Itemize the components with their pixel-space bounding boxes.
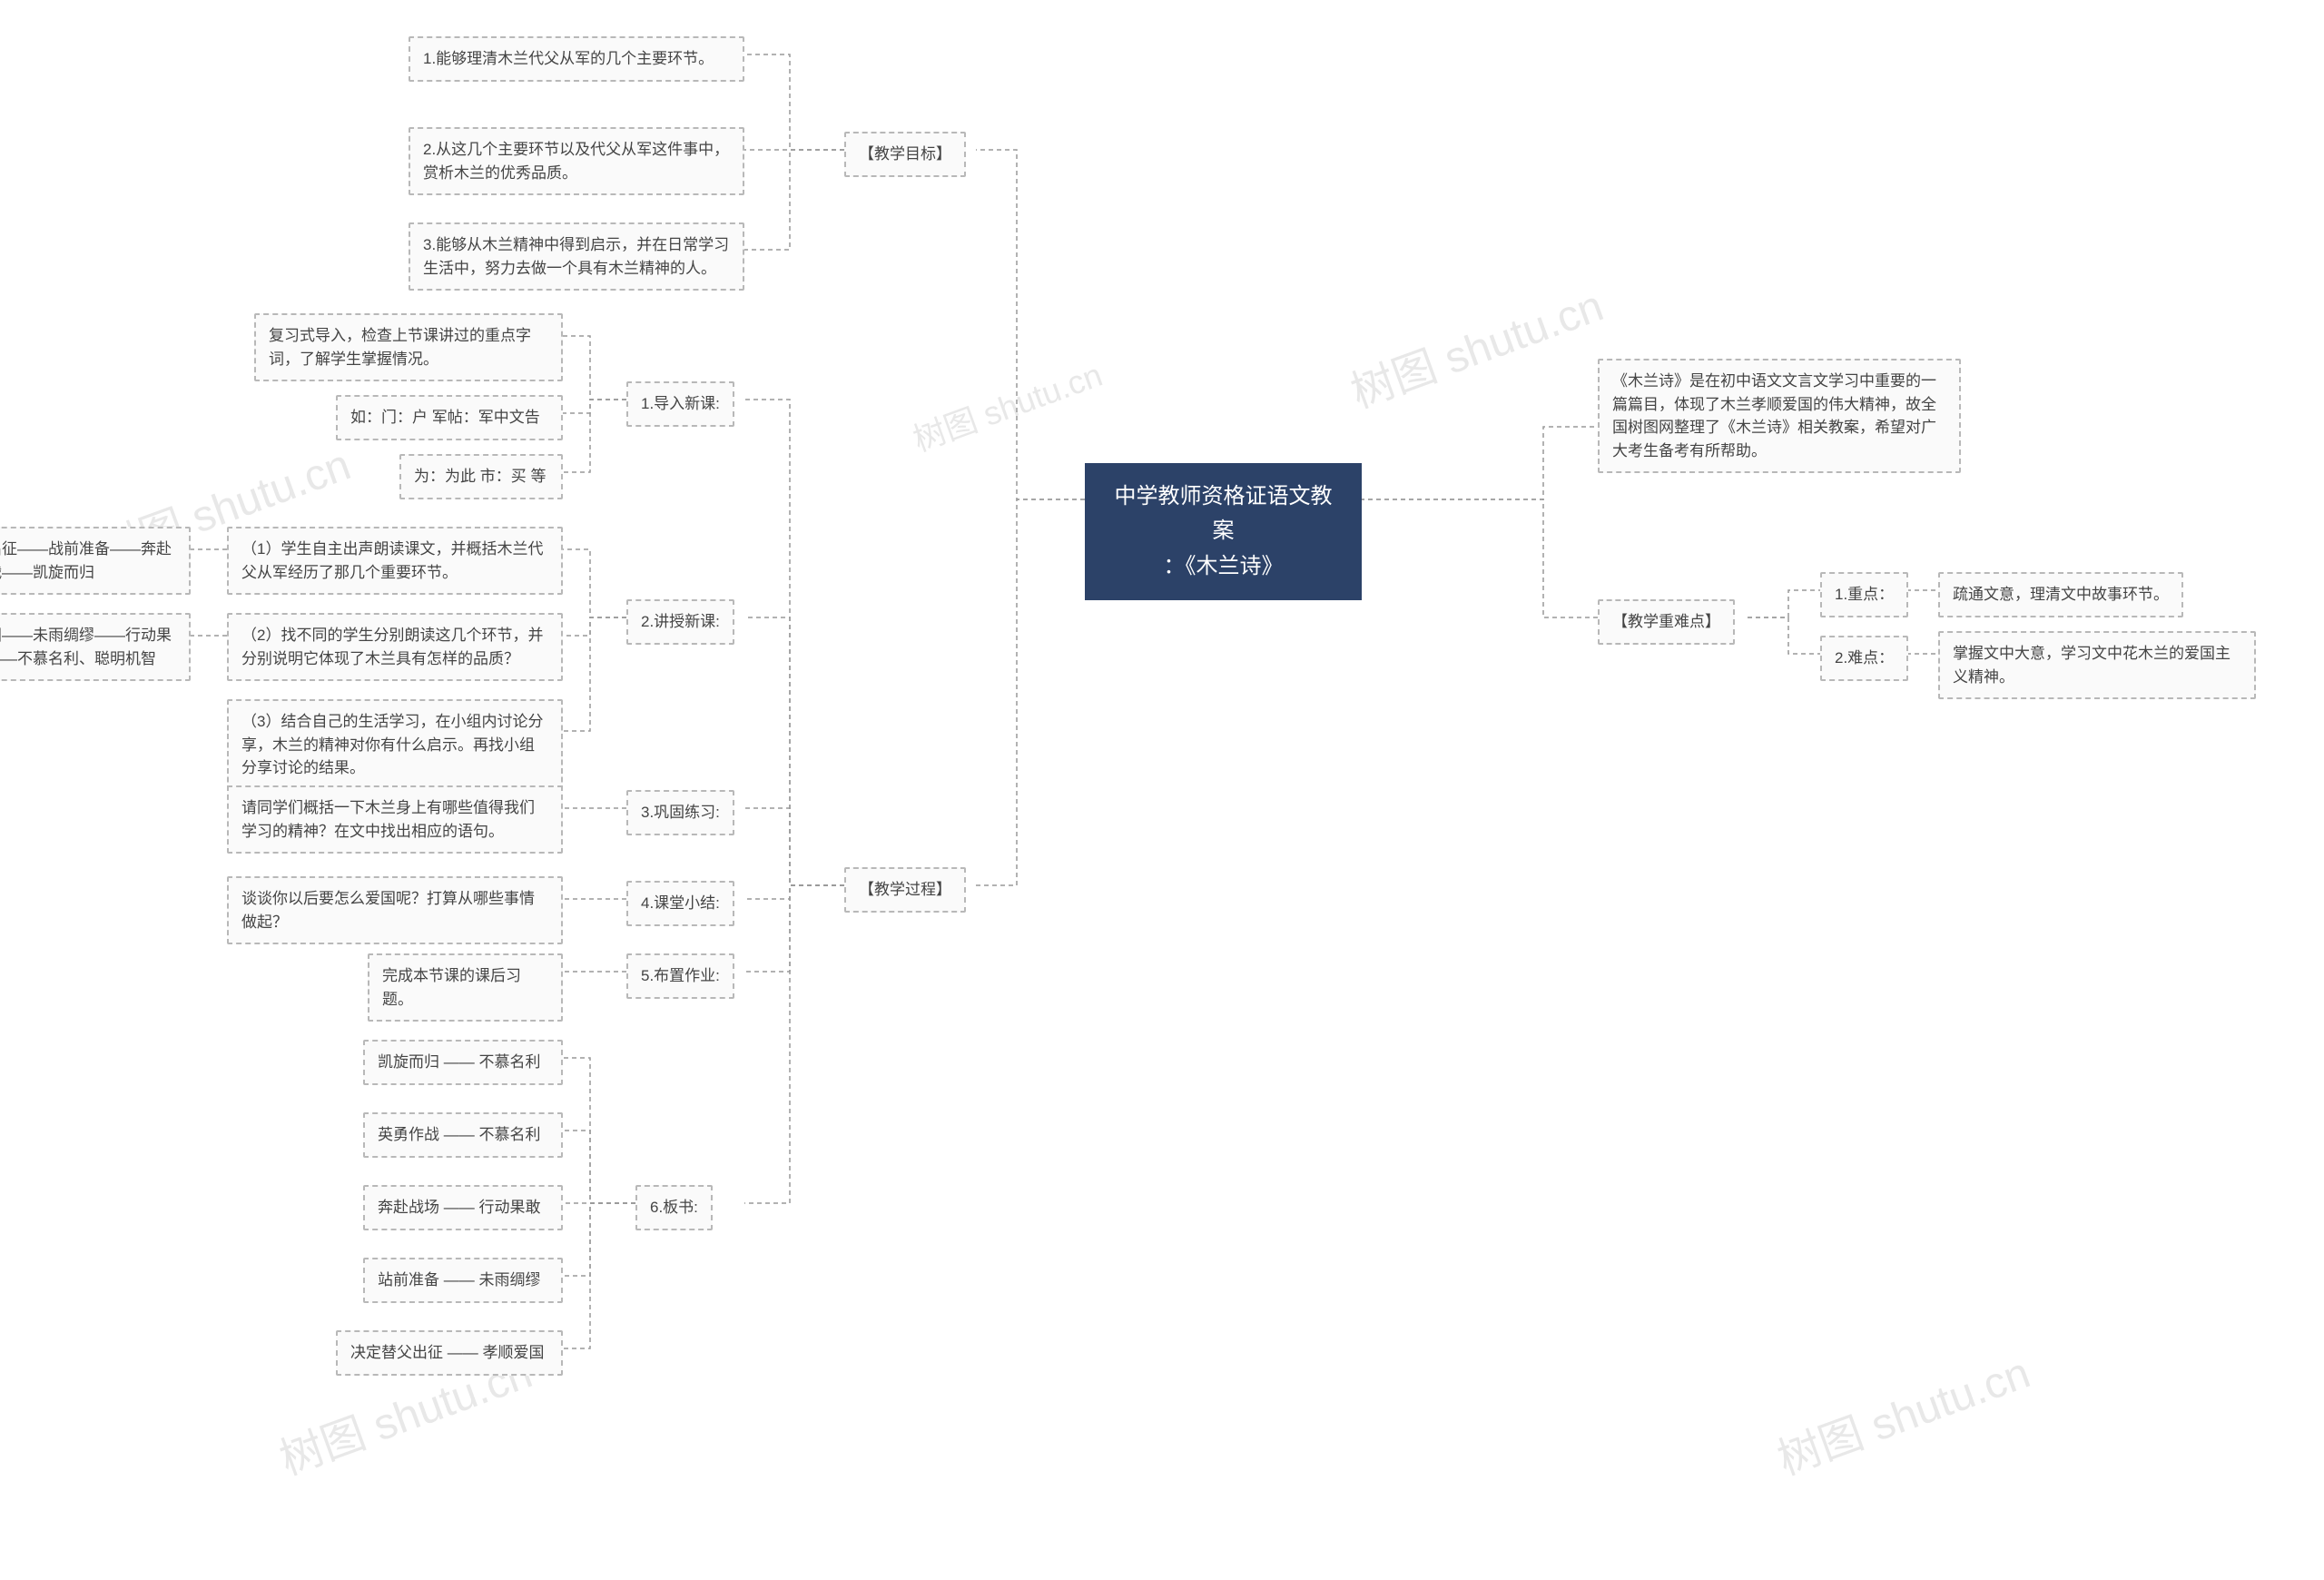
hard-label-node: 2.难点： xyxy=(1820,636,1908,681)
step-2-child-1: （2）找不同的学生分别朗读这几个环节，并分别说明它体现了木兰具有怎样的品质？ xyxy=(227,613,563,681)
key-label-node: 1.重点： xyxy=(1820,572,1908,617)
step-6-child-3: 站前准备 —— 未雨绸缪 xyxy=(363,1258,563,1303)
step-6-node: 6.板书: xyxy=(635,1185,713,1230)
step-6-child-4: 决定替父出征 —— 孝顺爱国 xyxy=(336,1330,563,1376)
watermark: 树图 shutu.cn xyxy=(1341,270,1610,420)
difficulty-title-node: 【教学重难点】 xyxy=(1598,599,1735,645)
step-4-node: 4.课堂小结: xyxy=(626,881,734,926)
step-3-child: 请同学们概括一下木兰身上有哪些值得我们学习的精神？在文中找出相应的语句。 xyxy=(227,785,563,854)
hard-text-node: 掌握文中大意，学习文中花木兰的爱国主义精神。 xyxy=(1938,631,2256,699)
key-text-node: 疏通文意，理清文中故事环节。 xyxy=(1938,572,2183,617)
center-title-line2: ：《木兰诗》 xyxy=(1164,554,1284,578)
step-2-child-0: （1）学生自主出声朗读课文，并概括木兰代父从军经历了那几个重要环节。 xyxy=(227,527,563,595)
watermark: 树图 shutu.cn xyxy=(906,349,1108,460)
goal-3-node: 3.能够从木兰精神中得到启示，并在日常学习生活中，努力去做一个具有木兰精神的人。 xyxy=(409,222,744,291)
goal-title-node: 【教学目标】 xyxy=(844,132,966,177)
center-title-line1: 中学教师资格证语文教案 xyxy=(1115,484,1333,543)
step-1-child-2: 为：为此 市：买 等 xyxy=(399,454,563,499)
goal-1-node: 1.能够理清木兰代父从军的几个主要环节。 xyxy=(409,36,744,82)
step-1-child-1: 如：门：户 军帖：军中文告 xyxy=(336,395,563,440)
step-6-child-1: 英勇作战 —— 不慕名利 xyxy=(363,1112,563,1158)
step-5-child: 完成本节课的课后习题。 xyxy=(368,953,563,1022)
step-3-node: 3.巩固练习: xyxy=(626,790,734,835)
step-2-grand-0: 明确：决定替父出征——战前准备——奔赴战场——英勇作战——凯旋而归 xyxy=(0,527,191,595)
center-root-node: 中学教师资格证语文教案 ：《木兰诗》 xyxy=(1085,463,1362,600)
goal-2-node: 2.从这几个主要环节以及代父从军这件事中，赏析木兰的优秀品质。 xyxy=(409,127,744,195)
step-2-child-2: （3）结合自己的生活学习，在小组内讨论分享，木兰的精神对你有什么启示。再找小组分… xyxy=(227,699,563,791)
step-2-grand-1: 明确：孝顺、爱国——未雨绸缪——行动果敢——坚毅无畏——不慕名利、聪明机智 xyxy=(0,613,191,681)
step-2-node: 2.讲授新课: xyxy=(626,599,734,645)
step-5-node: 5.布置作业: xyxy=(626,953,734,999)
step-4-child: 谈谈你以后要怎么爱国呢？打算从哪些事情做起？ xyxy=(227,876,563,944)
step-6-child-0: 凯旋而归 —— 不慕名利 xyxy=(363,1040,563,1085)
step-1-child-0: 复习式导入，检查上节课讲过的重点字词，了解学生掌握情况。 xyxy=(254,313,563,381)
step-1-node: 1.导入新课: xyxy=(626,381,734,427)
intro-node: 《木兰诗》是在初中语文文言文学习中重要的一篇篇目，体现了木兰孝顺爱国的伟大精神，… xyxy=(1598,359,1961,473)
step-6-child-2: 奔赴战场 —— 行动果敢 xyxy=(363,1185,563,1230)
process-title-node: 【教学过程】 xyxy=(844,867,966,913)
watermark: 树图 shutu.cn xyxy=(1768,1337,2037,1486)
